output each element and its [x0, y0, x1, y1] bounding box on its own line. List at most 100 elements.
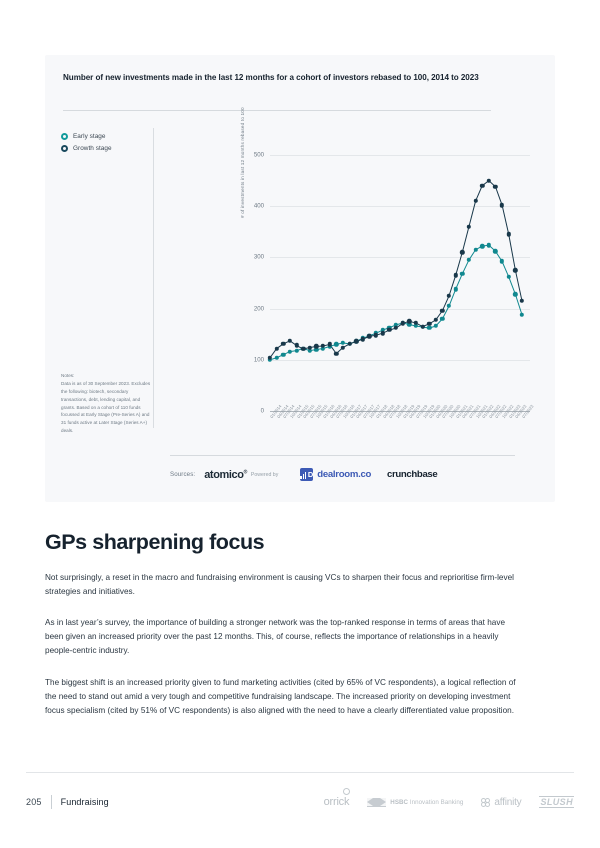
data-point — [287, 338, 293, 344]
data-point — [453, 273, 458, 278]
notes-label: Notes: — [61, 373, 75, 378]
legend-marker-icon — [61, 133, 68, 140]
hsbc-logo: HSBC Innovation Banking — [367, 797, 463, 807]
powered-by-label: Powered by — [250, 471, 279, 478]
footer-logos: orrick HSBC Innovation Banking affinity … — [324, 788, 574, 809]
data-point — [486, 242, 492, 248]
data-point — [420, 324, 425, 329]
data-point — [506, 274, 511, 280]
data-point — [380, 327, 385, 333]
data-point — [499, 202, 505, 208]
data-point — [400, 321, 405, 326]
data-point — [440, 316, 445, 322]
paragraph-2: As in last year’s survey, the importance… — [45, 618, 506, 656]
data-point — [274, 355, 279, 360]
data-point — [413, 323, 419, 329]
chart-notes: Notes: Data is as of 30 September 2023. … — [61, 372, 155, 435]
grid-line — [270, 155, 530, 156]
grid-line — [270, 359, 530, 361]
data-point — [307, 348, 312, 353]
atomico-logo: atomico® — [204, 468, 247, 481]
data-point — [426, 321, 432, 327]
notes-body: Data is as of 30 September 2023. Exclude… — [61, 380, 151, 434]
data-point — [440, 308, 445, 313]
data-point — [314, 347, 319, 352]
data-point — [294, 343, 299, 348]
data-point — [453, 286, 458, 292]
data-point — [480, 243, 485, 249]
data-point — [327, 342, 332, 347]
dealroom-logo: dealroom.co — [317, 469, 372, 480]
data-point — [513, 292, 518, 297]
grid-line — [270, 257, 530, 259]
data-point — [519, 312, 525, 317]
footer-divider — [26, 772, 574, 773]
affinity-logo: affinity — [481, 796, 522, 808]
y-axis-tick: 300 — [253, 253, 264, 261]
data-point — [320, 343, 326, 349]
y-axis-tick: 200 — [253, 305, 264, 313]
data-point — [506, 232, 511, 237]
legend-item-growth-stage[interactable]: Growth stage — [61, 145, 161, 152]
page-title: GPs sharpening focus — [45, 530, 265, 554]
y-axis-tick: 400 — [253, 202, 264, 210]
data-point — [300, 346, 306, 352]
legend-label: Early stage — [73, 133, 106, 140]
grid-line — [270, 308, 530, 310]
data-point — [281, 352, 286, 357]
data-point — [307, 345, 312, 350]
data-point — [380, 330, 385, 336]
footer-section-label: Fundraising — [60, 797, 109, 807]
data-point — [473, 247, 478, 252]
data-point — [493, 249, 498, 254]
data-point — [387, 327, 392, 333]
data-point — [287, 349, 293, 354]
data-point — [387, 325, 392, 330]
paragraph-1: Not surprisingly, a reset in the macro a… — [45, 573, 514, 597]
data-point — [407, 322, 412, 327]
affinity-wordmark: affinity — [494, 796, 522, 808]
data-point — [486, 178, 492, 183]
data-point — [426, 325, 432, 331]
legend-item-early-stage[interactable]: Early stage — [61, 133, 161, 140]
data-point — [267, 357, 273, 362]
y-axis-tick: 0 — [260, 407, 264, 415]
data-point — [480, 183, 485, 188]
data-point — [327, 344, 332, 349]
data-point — [407, 319, 412, 324]
grid-line — [270, 206, 530, 208]
title-divider — [63, 110, 491, 111]
data-point — [466, 257, 472, 263]
y-axis-tick: 500 — [253, 151, 264, 159]
x-axis-line — [270, 411, 530, 412]
data-point — [334, 351, 339, 356]
legend-label: Growth stage — [73, 145, 112, 152]
chart-plot-area: # of investments in last 12 months rebas… — [170, 107, 535, 433]
legend-divider — [153, 128, 154, 428]
chart-legend: Early stage Growth stage — [61, 133, 161, 157]
data-point — [267, 355, 273, 360]
sources-row: Sources: atomico® Powered by D dealroom.… — [170, 468, 438, 481]
footer-separator — [50, 795, 52, 809]
data-point — [367, 334, 372, 339]
orrick-logo: orrick — [324, 788, 351, 808]
chart-card: Number of new investments made in the la… — [45, 55, 555, 502]
article-body: GPs sharpening focus Not surprisingly, a… — [45, 530, 519, 735]
crunchbase-logo: crunchbase — [387, 469, 438, 480]
data-point — [274, 346, 279, 351]
data-point — [473, 198, 478, 204]
data-point — [413, 320, 419, 326]
data-point — [499, 259, 505, 264]
affinity-circles-icon — [481, 797, 491, 807]
paragraph-3: The biggest shift is an increased priori… — [45, 677, 516, 715]
data-point — [360, 337, 366, 342]
data-point — [513, 267, 518, 273]
data-point — [433, 323, 438, 329]
sources-label: Sources: — [170, 471, 196, 478]
slush-logo: SLUSH — [539, 795, 574, 809]
data-point — [393, 322, 399, 328]
dealroom-bars-icon: D — [300, 468, 313, 481]
data-point — [294, 348, 299, 353]
data-point — [347, 341, 352, 347]
data-point — [340, 340, 346, 346]
